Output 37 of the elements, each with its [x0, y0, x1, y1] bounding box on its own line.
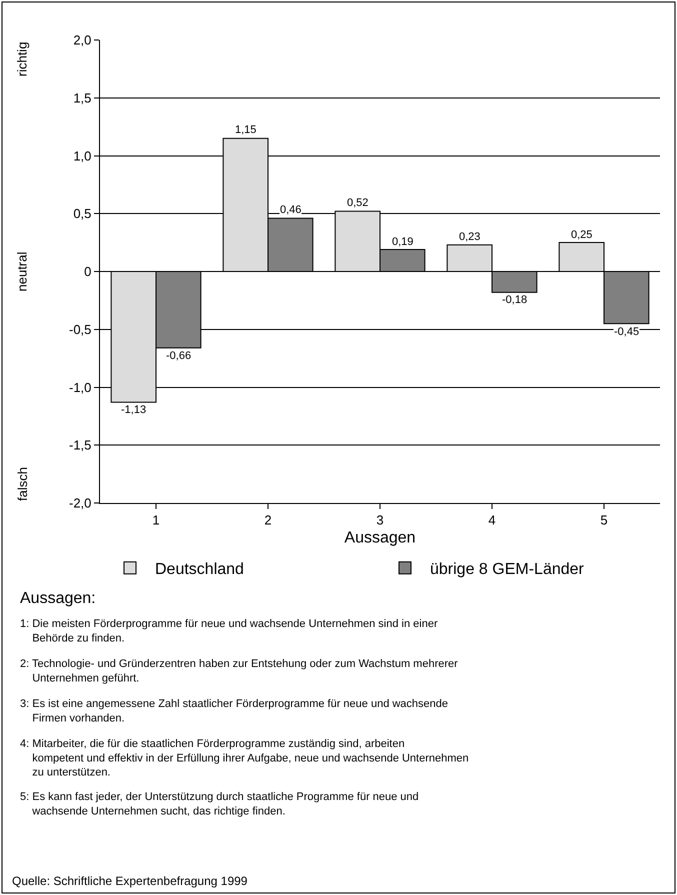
data-label: -1,13 [121, 404, 146, 416]
x-tick-label: 2 [264, 512, 272, 528]
y-tick-label: -0,5 [68, 322, 92, 337]
source-note: Quelle: Schriftliche Expertenbefragung 1999 [12, 874, 248, 888]
y-tick-label: -2,0 [68, 496, 92, 511]
data-label: 0,46 [280, 204, 302, 216]
text: Aussagen: [20, 590, 96, 607]
x-tick-label: 4 [488, 512, 496, 528]
x-tick-label: 5 [600, 512, 608, 528]
x-tick-label: 3 [376, 512, 384, 528]
x-tick-label: 1 [152, 512, 160, 528]
text: 1: Die meisten Förderprogramme für neue und wachsende Unternehmen sind in einer Behörde zu finden. [20, 618, 438, 644]
data-label: -0,45 [614, 326, 640, 338]
text: 4: Mitarbeiter, die für die staatlichen Förderprogramme zuständig sind, arbeiten kompetent und effektiv in der Erfüllung ihrer Aufgabe, neue und wachsende Unternehmen zu unterstützen. [20, 738, 469, 779]
x-axis-title: Aussagen [344, 529, 416, 546]
text: 5: Es kann fast jeder, der Unterstützung durch staatliche Programme für neue und wachsende Unternehmen sucht, das richtige finden. [20, 791, 419, 818]
data-label: 1,15 [235, 124, 256, 136]
text: 2: Technologie- und Gründerzentren haben zur Entstehung oder zum Wachstum mehrerer Unternehmen geführt. [20, 658, 458, 684]
data-label: 0,23 [459, 231, 480, 243]
y-tick-label: -1,0 [68, 380, 92, 395]
y-tick-label: 1,5 [73, 90, 92, 106]
legend-label: Deutschland [155, 561, 244, 578]
y-tick-label: 0,5 [73, 206, 92, 222]
legend-label: übrige 8 GEM-Länder [430, 561, 585, 578]
data-label: 0,19 [392, 236, 414, 248]
data-label: -0,66 [166, 350, 192, 362]
y-tick-label: 2,0 [73, 32, 92, 48]
text: richtig [14, 42, 30, 76]
y-tick-label: 1,0 [73, 148, 92, 164]
text: falsch [15, 467, 30, 501]
y-tick-label: -1,5 [68, 438, 92, 453]
data-label: -0,18 [502, 294, 528, 306]
data-label: 0,25 [571, 229, 592, 241]
y-tick-label: 0 [84, 264, 92, 280]
text: neutral [14, 252, 30, 292]
text: 3: Es ist eine angemessene Zahl staatlicher Förderprogramme für neue und wachsende Firmen vorhanden. [20, 698, 448, 724]
data-label: 0,52 [347, 197, 368, 209]
